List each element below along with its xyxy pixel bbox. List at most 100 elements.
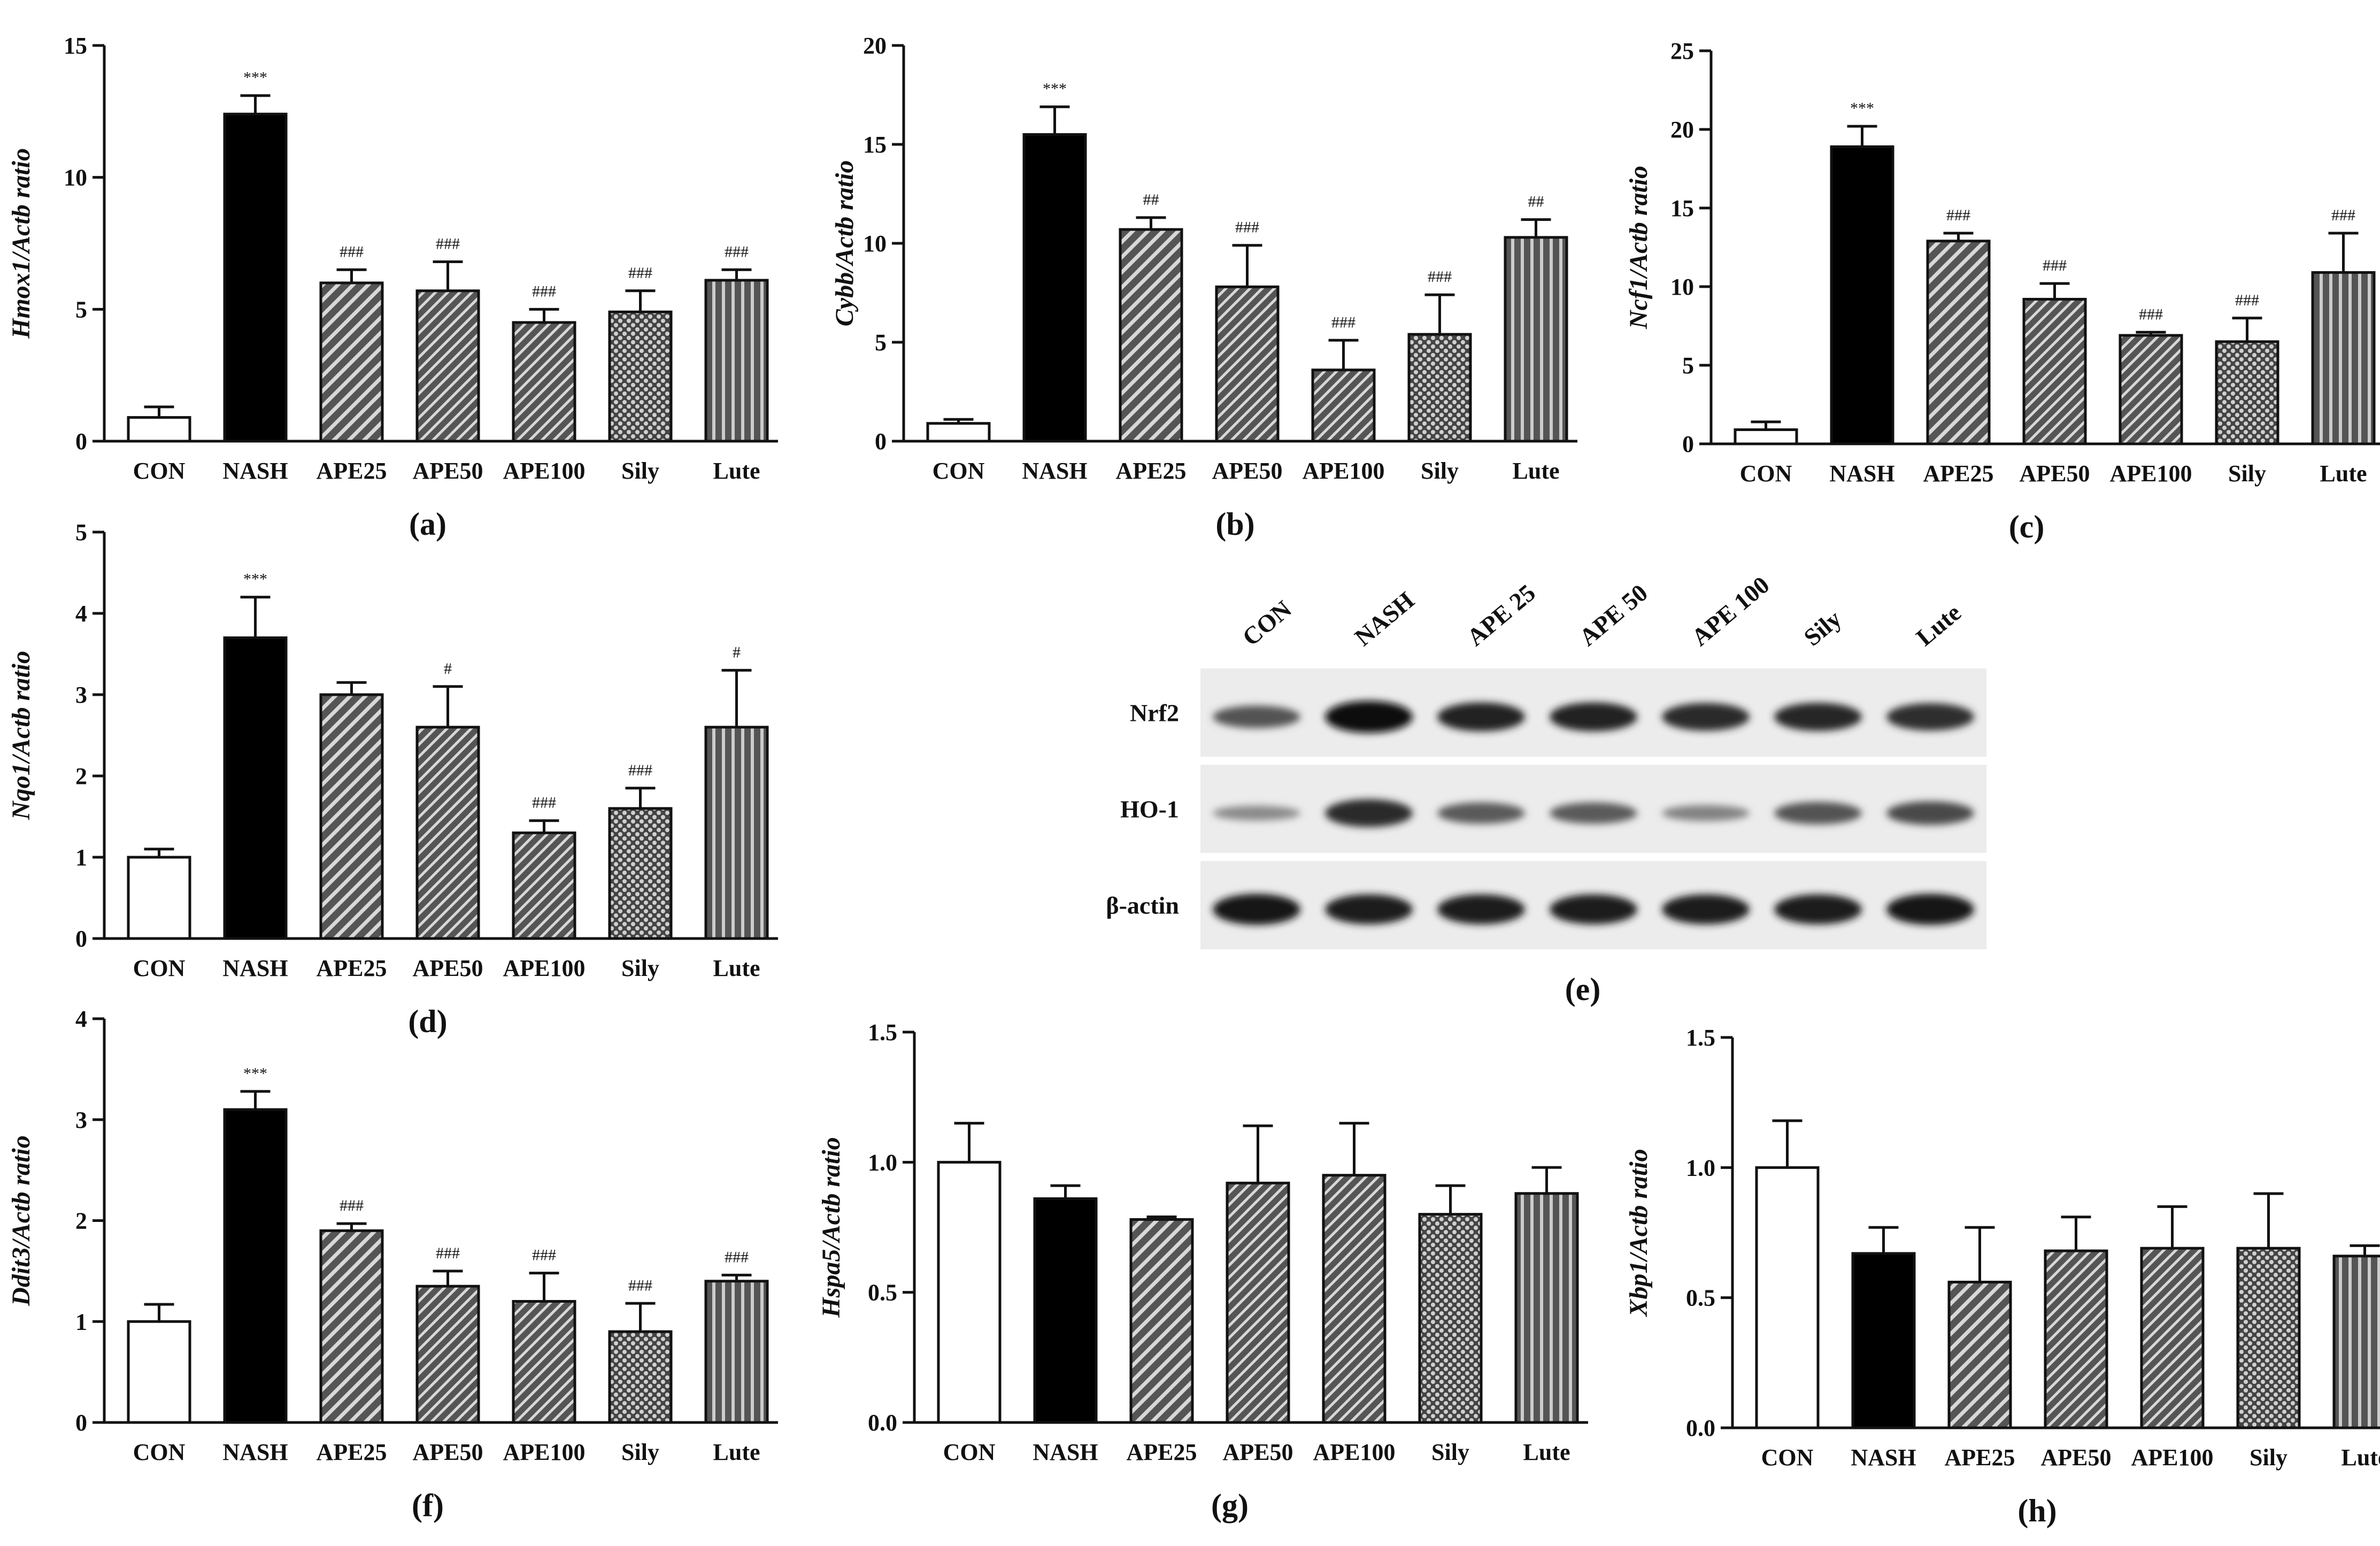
- significance-label: ###: [725, 1248, 749, 1266]
- significance-label: ###: [436, 1244, 460, 1262]
- y-tick-label: 1.0: [868, 1149, 897, 1175]
- y-axis-label-suffix: /Actb ratio: [1624, 1149, 1653, 1262]
- y-tick-label: 10: [1670, 274, 1694, 300]
- bar-sily: [1407, 333, 1472, 443]
- panel-label: (c): [2009, 509, 2045, 544]
- panel-label: (b): [1215, 506, 1254, 542]
- bar-lute: [704, 726, 769, 940]
- x-tick-label: Lute: [2342, 1444, 2380, 1471]
- y-tick-label: 0: [875, 428, 887, 455]
- x-tick-label: Lute: [713, 955, 760, 981]
- significance-label: ###: [628, 1276, 652, 1294]
- blot-band: [1325, 799, 1413, 827]
- significance-label: #: [733, 643, 741, 661]
- bar-lute: [1504, 236, 1568, 443]
- bar-nash: [1830, 145, 1894, 445]
- y-axis-label-gene: Ncf1: [1624, 278, 1653, 329]
- bar-ape25: [319, 693, 384, 940]
- x-tick-label: APE25: [1945, 1444, 2015, 1471]
- x-tick-label: NASH: [1829, 460, 1894, 487]
- bar-ape25: [1129, 1218, 1194, 1424]
- x-tick-label: Sily: [2250, 1444, 2287, 1471]
- blot-band: [1886, 703, 1974, 731]
- blot-band: [1662, 703, 1750, 731]
- x-tick-label: Sily: [1431, 1439, 1469, 1465]
- bar-ape50: [2022, 298, 2087, 445]
- x-tick-label: NASH: [222, 458, 288, 484]
- x-tick-label: Sily: [621, 1439, 659, 1465]
- panel-label: (a): [409, 506, 446, 542]
- x-tick-label: NASH: [222, 1439, 288, 1465]
- y-axis-label-suffix: /Actb ratio: [7, 1135, 35, 1249]
- y-tick-label: 2: [75, 1208, 87, 1234]
- y-axis-label-suffix: /Actb ratio: [1624, 166, 1653, 279]
- x-tick-label: APE100: [503, 1439, 586, 1465]
- bar-ape50: [415, 289, 480, 443]
- bar-ape100: [512, 321, 576, 443]
- y-tick-label: 1.5: [1686, 1025, 1715, 1051]
- y-tick-label: 5: [75, 296, 87, 322]
- y-tick-label: 3: [75, 1107, 87, 1133]
- blot-band: [1437, 702, 1525, 732]
- significance-label: ***: [243, 69, 267, 87]
- significance-label: ###: [532, 1247, 556, 1264]
- y-tick-label: 15: [1670, 195, 1694, 221]
- y-axis-label: Hspa5/Actb ratio: [817, 1137, 845, 1318]
- significance-label: ###: [2139, 305, 2163, 323]
- bar-ape25: [1926, 240, 1991, 445]
- significance-label: ###: [2043, 257, 2067, 274]
- bar-ape50: [415, 726, 480, 940]
- blot-band: [1550, 894, 1637, 925]
- y-tick-label: 10: [863, 230, 887, 257]
- panel-label: (d): [408, 1004, 447, 1039]
- bar-nash: [223, 636, 288, 940]
- bar-sily: [608, 807, 673, 940]
- bar-chart-c: 0 5 10 15 20 25 Ncf1/Actb ratio CON *** NASH ### AP…: [1624, 38, 2380, 544]
- bar-sily: [1418, 1213, 1483, 1424]
- bar-ape25: [1947, 1280, 2012, 1429]
- y-tick-label: 0: [75, 926, 87, 952]
- y-tick-label: 1.5: [868, 1019, 897, 1045]
- blot-lane-label: APE 50: [1574, 579, 1653, 651]
- y-tick-label: 15: [863, 132, 887, 158]
- y-axis-label-suffix: /Actb ratio: [7, 148, 35, 261]
- y-tick-label: 3: [75, 682, 87, 708]
- significance-label: ###: [436, 235, 460, 253]
- x-tick-label: APE25: [1127, 1439, 1197, 1465]
- blot-lane-label: APE 25: [1462, 579, 1541, 651]
- bar-sily: [2236, 1247, 2301, 1429]
- y-axis-label-gene: Xbp1: [1624, 1261, 1653, 1318]
- x-tick-label: CON: [1761, 1444, 1814, 1471]
- x-tick-label: APE50: [413, 458, 483, 484]
- x-tick-label: APE100: [2110, 460, 2192, 487]
- y-tick-label: 1: [75, 1309, 87, 1335]
- bar-sily: [2215, 340, 2279, 445]
- bar-ape100: [2119, 334, 2183, 445]
- significance-label: ###: [340, 1197, 364, 1214]
- x-tick-label: APE25: [317, 955, 387, 981]
- significance-label: ###: [1235, 219, 1259, 236]
- bar-ape50: [2044, 1249, 2108, 1429]
- blot-band: [1437, 894, 1525, 925]
- bar-lute: [704, 1280, 769, 1424]
- y-tick-label: 4: [75, 601, 87, 627]
- blot-row-label: β-actin: [1106, 892, 1179, 919]
- y-axis-label: Cybb/Actb ratio: [830, 160, 859, 327]
- y-axis-label-gene: Cybb: [830, 272, 859, 326]
- bar-ape100: [1311, 368, 1376, 443]
- blot-row-label: Nrf2: [1130, 699, 1179, 727]
- bar-ape25: [1119, 228, 1183, 443]
- x-tick-label: APE50: [1223, 1439, 1293, 1465]
- significance-label: ###: [532, 794, 556, 812]
- x-tick-label: Lute: [1513, 458, 1560, 484]
- y-tick-label: 20: [1670, 117, 1694, 143]
- bar-ape25: [319, 1229, 384, 1424]
- y-axis-label-suffix: /Actb ratio: [817, 1137, 845, 1250]
- western-blot-panel: CON NASH APE 25 APE 50 APE 100 Sily Lute Nrf2 HO…: [1106, 571, 1986, 1007]
- y-tick-label: 0.5: [1686, 1285, 1715, 1311]
- significance-label: ***: [243, 571, 267, 588]
- x-tick-label: APE50: [1212, 458, 1283, 484]
- x-tick-label: APE25: [1116, 458, 1187, 484]
- y-axis-label-gene: Hmox1: [7, 260, 35, 339]
